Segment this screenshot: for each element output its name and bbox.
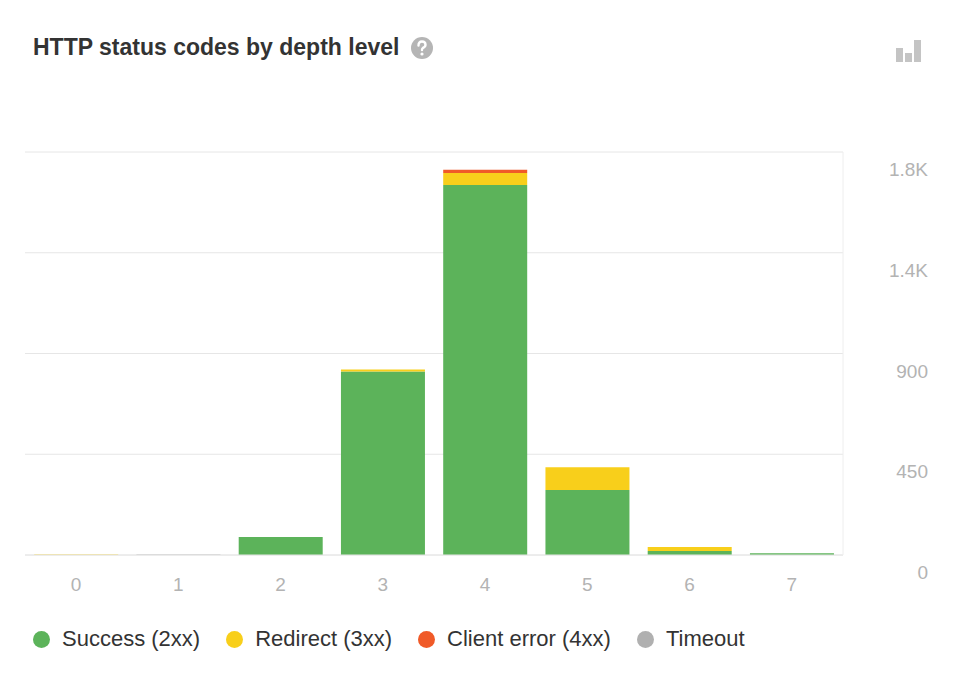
svg-text:7: 7 [787,574,798,595]
html-text:Success (2xx): Success (2xx) [62,626,201,651]
svg-text:1: 1 [173,574,184,595]
svg-text:1.8K: 1.8K [889,159,928,180]
svg-text:2: 2 [275,574,286,595]
html-text:Redirect (3xx): Redirect (3xx) [255,626,393,651]
svg-text:0: 0 [71,574,82,595]
svg-text:5: 5 [582,574,593,595]
svg-text:3: 3 [378,574,389,595]
html-text:HTTP status codes by depth lev: HTTP status codes by depth level [33,34,400,60]
html-text:Client error (4xx): Client error (4xx) [447,626,611,651]
svg-text:450: 450 [896,461,928,482]
svg-text:1.4K: 1.4K [889,260,928,281]
html-text:Timeout: Timeout [665,626,745,651]
svg-text:0: 0 [917,562,928,583]
svg-text:6: 6 [684,574,695,595]
svg-text:900: 900 [896,361,928,382]
svg-text:4: 4 [480,574,491,595]
